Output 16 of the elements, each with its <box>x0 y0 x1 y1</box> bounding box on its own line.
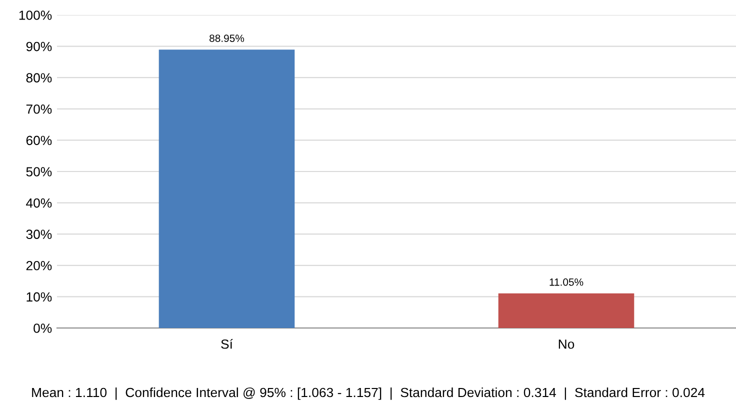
data-label: 88.95% <box>210 34 244 42</box>
y-tick-label: 80% <box>26 73 52 83</box>
y-tick-label: 90% <box>26 42 52 52</box>
x-tick-label: No <box>558 340 574 349</box>
y-tick-label: 50% <box>26 167 52 176</box>
y-tick-label: 0% <box>34 324 52 333</box>
y-tick-label: 70% <box>26 104 52 114</box>
y-tick-label: 30% <box>26 230 52 240</box>
y-tick-label: 10% <box>26 292 52 302</box>
text: Mean : 1.110 | Confidence Interval @ 95% : [1.063 - 1.157] | Standard Deviation : 0.314 | Standard Error : 0.024 <box>32 387 705 400</box>
y-tick-label: 20% <box>26 260 52 270</box>
y-tick-label: 40% <box>26 198 52 208</box>
y-tick-label: 60% <box>26 136 52 146</box>
x-tick-label: Sí <box>221 338 233 349</box>
y-tick-label: 100% <box>19 10 52 20</box>
data-label: 11.05% <box>550 278 584 286</box>
